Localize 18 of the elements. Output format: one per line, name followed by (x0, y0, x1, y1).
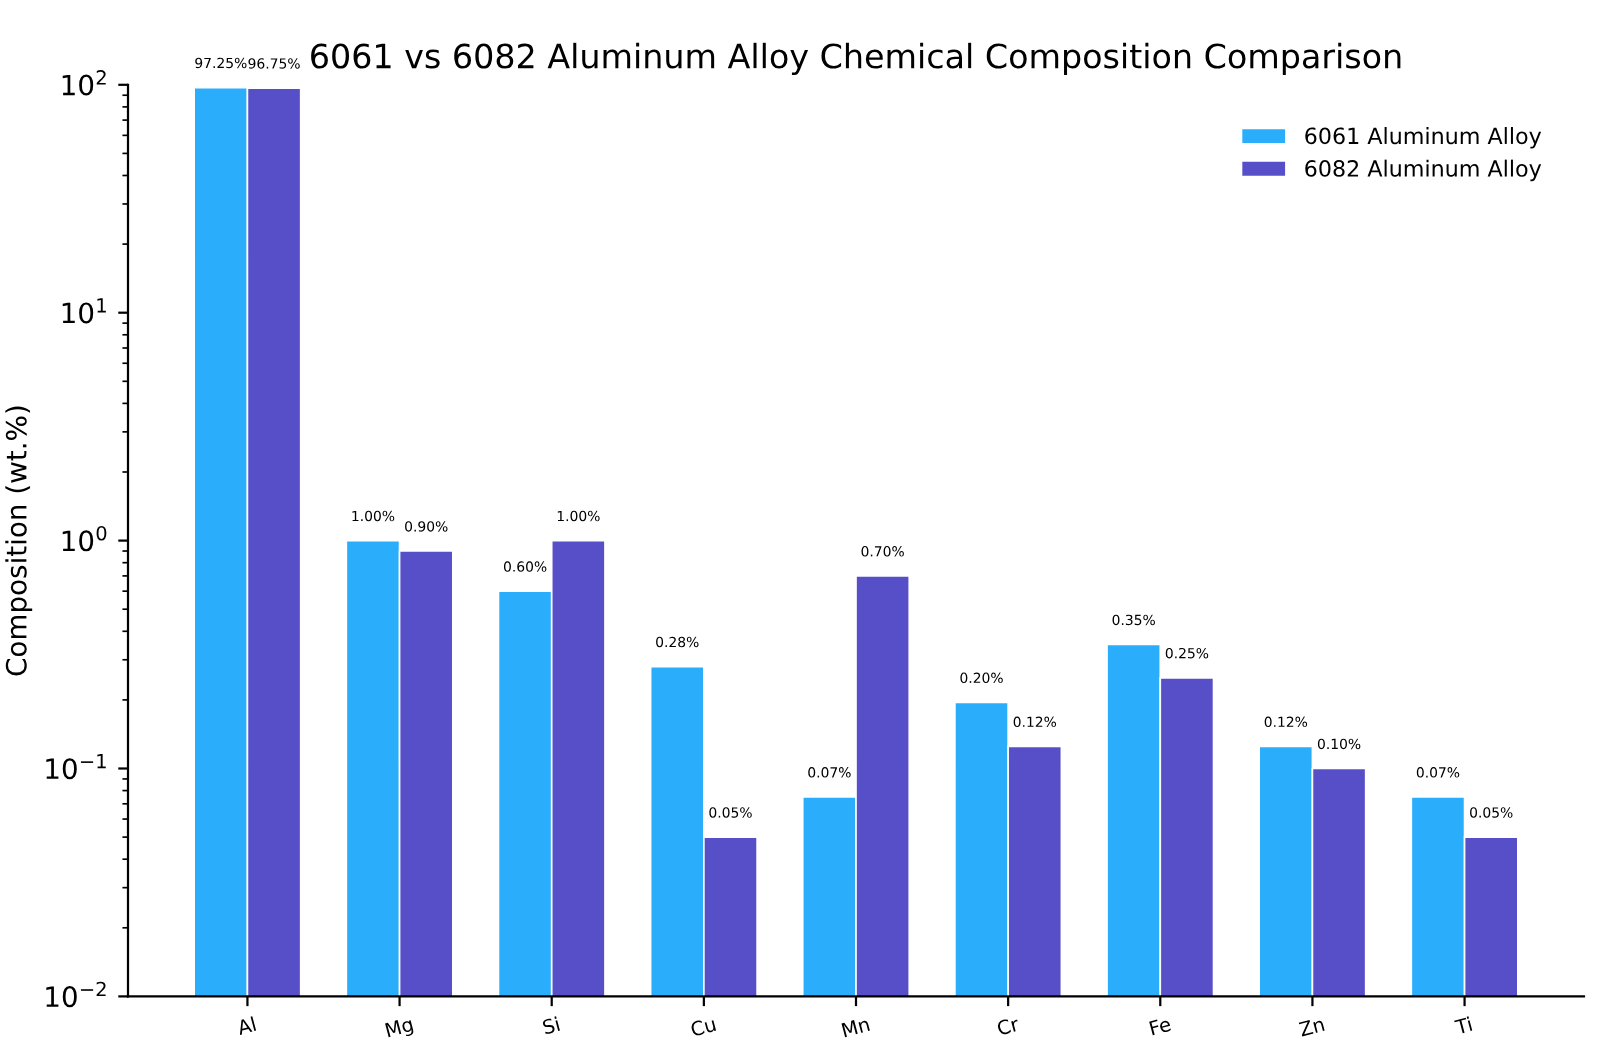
x-tick-label: Cu (690, 1016, 717, 1037)
x-tick-label: Mg (385, 1016, 415, 1042)
x-tick-label: Al (236, 1016, 257, 1035)
y-tick-label: 10$^{2}$ (62, 70, 106, 96)
y-tick-label: 10$^{−1}$ (46, 754, 106, 780)
y-tick-label: 10$^{−2}$ (46, 981, 106, 1008)
legend-label: 6061 Aluminum Alloy (1305, 127, 1542, 149)
x-tick-label: Zn (1298, 1016, 1325, 1037)
y-axis-title: Composition (wt.%) (5, 406, 33, 676)
x-tick-label: Ti (1454, 1016, 1473, 1035)
x-tick-label: Fe (1149, 1016, 1172, 1036)
legend-label: 6082 Aluminum Alloy (1305, 159, 1542, 182)
chart-title: 6061 vs 6082 Aluminum Alloy Chemical Composition Comparison (311, 42, 1401, 76)
y-tick-label: 10$^{1}$ (62, 298, 106, 324)
x-tick-label: Mn (841, 1016, 870, 1038)
x-tick-label: Si (541, 1016, 560, 1035)
y-tick-label: 10$^{0}$ (62, 525, 107, 552)
x-tick-label: Cr (996, 1016, 1021, 1036)
